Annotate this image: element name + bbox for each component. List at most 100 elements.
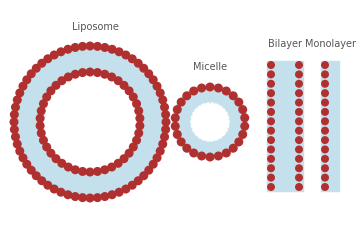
- Circle shape: [153, 153, 162, 162]
- Circle shape: [78, 167, 87, 176]
- Circle shape: [132, 99, 141, 108]
- Circle shape: [36, 114, 45, 123]
- Circle shape: [86, 67, 94, 77]
- Circle shape: [295, 117, 303, 125]
- Circle shape: [295, 80, 303, 88]
- Circle shape: [50, 185, 59, 193]
- Circle shape: [321, 155, 329, 163]
- Circle shape: [15, 147, 24, 156]
- Circle shape: [13, 96, 22, 104]
- Circle shape: [295, 108, 303, 116]
- Bar: [267, 61, 303, 191]
- Circle shape: [121, 50, 130, 60]
- Circle shape: [295, 174, 303, 182]
- Circle shape: [161, 110, 170, 119]
- Circle shape: [173, 105, 182, 114]
- Circle shape: [78, 193, 87, 202]
- Circle shape: [321, 99, 329, 107]
- Circle shape: [295, 89, 303, 97]
- Circle shape: [36, 121, 45, 130]
- Circle shape: [149, 75, 158, 84]
- Circle shape: [191, 103, 229, 141]
- Circle shape: [160, 103, 169, 112]
- Circle shape: [86, 42, 94, 50]
- Circle shape: [240, 122, 249, 131]
- Circle shape: [182, 91, 191, 100]
- Circle shape: [125, 149, 134, 158]
- Circle shape: [51, 81, 60, 90]
- Circle shape: [93, 193, 102, 202]
- Circle shape: [128, 54, 137, 63]
- Circle shape: [100, 70, 109, 79]
- Circle shape: [11, 103, 20, 112]
- Text: Bilayer: Bilayer: [268, 39, 302, 49]
- Circle shape: [121, 185, 130, 193]
- Circle shape: [100, 192, 109, 201]
- Circle shape: [22, 160, 31, 169]
- Circle shape: [161, 125, 170, 134]
- Circle shape: [71, 192, 80, 201]
- Circle shape: [18, 153, 27, 162]
- Circle shape: [27, 69, 36, 78]
- Circle shape: [171, 113, 180, 122]
- Circle shape: [321, 80, 329, 88]
- Circle shape: [144, 166, 153, 175]
- Circle shape: [114, 47, 123, 56]
- Circle shape: [321, 136, 329, 144]
- Circle shape: [134, 59, 143, 68]
- Circle shape: [134, 176, 143, 185]
- Circle shape: [108, 190, 117, 199]
- Circle shape: [149, 160, 158, 169]
- Circle shape: [51, 154, 60, 163]
- Circle shape: [182, 144, 191, 153]
- Circle shape: [214, 151, 223, 161]
- Circle shape: [321, 117, 329, 125]
- Circle shape: [229, 144, 238, 153]
- Circle shape: [162, 118, 171, 126]
- Circle shape: [267, 80, 275, 88]
- Circle shape: [139, 64, 148, 73]
- Circle shape: [229, 91, 238, 100]
- Circle shape: [267, 136, 275, 144]
- Circle shape: [267, 70, 275, 78]
- Bar: [321, 61, 339, 191]
- Circle shape: [134, 129, 143, 138]
- Circle shape: [64, 162, 73, 172]
- Circle shape: [295, 61, 303, 69]
- Circle shape: [32, 64, 41, 73]
- Text: Liposome: Liposome: [72, 22, 118, 31]
- Circle shape: [78, 68, 87, 77]
- Circle shape: [57, 76, 66, 85]
- Circle shape: [57, 159, 66, 168]
- Circle shape: [158, 96, 167, 104]
- Circle shape: [125, 86, 134, 95]
- Circle shape: [267, 145, 275, 153]
- Circle shape: [153, 82, 162, 91]
- Circle shape: [295, 164, 303, 172]
- Circle shape: [78, 42, 87, 51]
- Circle shape: [39, 99, 48, 108]
- Circle shape: [22, 75, 31, 84]
- Circle shape: [267, 183, 275, 191]
- Circle shape: [295, 70, 303, 78]
- Circle shape: [43, 54, 52, 63]
- Circle shape: [71, 43, 80, 52]
- Circle shape: [160, 132, 169, 141]
- Circle shape: [100, 43, 109, 52]
- Circle shape: [27, 166, 36, 175]
- Circle shape: [139, 171, 148, 180]
- Circle shape: [214, 84, 223, 92]
- Circle shape: [295, 99, 303, 107]
- Circle shape: [10, 125, 19, 134]
- Circle shape: [46, 86, 55, 95]
- Circle shape: [37, 129, 46, 138]
- Text: Micelle: Micelle: [193, 62, 227, 72]
- Circle shape: [37, 59, 46, 68]
- Circle shape: [206, 83, 215, 91]
- Circle shape: [57, 188, 66, 197]
- Circle shape: [234, 98, 243, 107]
- Circle shape: [295, 136, 303, 144]
- Circle shape: [321, 183, 329, 191]
- Circle shape: [295, 127, 303, 135]
- Circle shape: [129, 143, 138, 151]
